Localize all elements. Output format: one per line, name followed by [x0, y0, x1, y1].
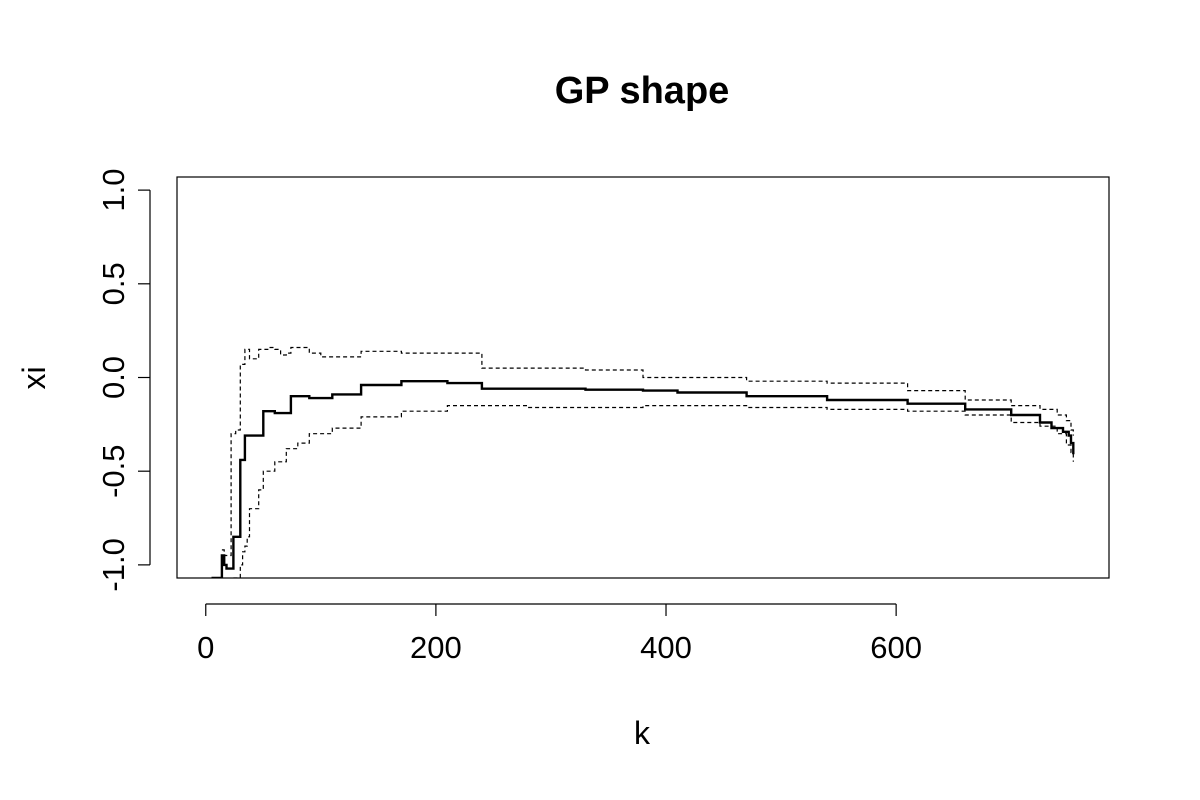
y-tick-label: 0.0 — [96, 356, 131, 399]
confidence-band-line-2 — [233, 405, 1074, 578]
estimate-line — [211, 380, 1075, 578]
x-axis-label: k — [634, 715, 651, 751]
x-tick-label: 0 — [197, 630, 214, 665]
x-tick-label: 200 — [410, 630, 462, 665]
y-tick-label: 1.0 — [96, 169, 131, 212]
chart-title: GP shape — [555, 70, 730, 112]
x-tick-label: 400 — [640, 630, 692, 665]
y-axis-label: xi — [16, 366, 52, 389]
plot-area — [211, 346, 1075, 578]
x-tick-label: 600 — [870, 630, 922, 665]
y-tick-label: 0.5 — [96, 262, 131, 305]
x-axis: 0 200 400 600 — [197, 603, 922, 665]
y-tick-label: -0.5 — [96, 444, 131, 497]
y-axis: -1.0 -0.5 0.0 0.5 1.0 — [96, 169, 151, 592]
plot-frame — [176, 176, 1110, 579]
y-tick-label: -1.0 — [96, 538, 131, 591]
confidence-band-line-1 — [221, 346, 1074, 557]
